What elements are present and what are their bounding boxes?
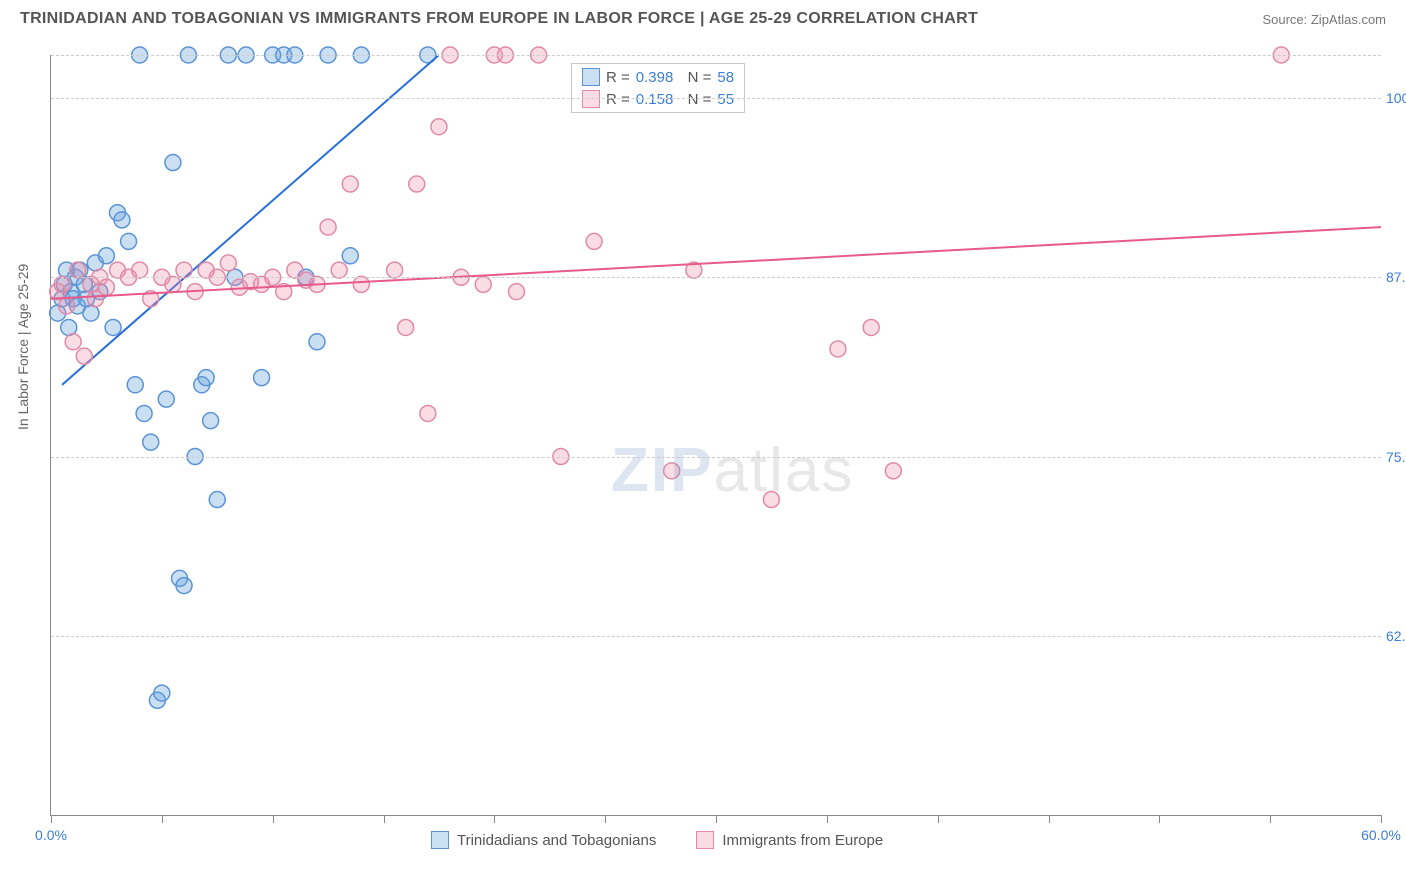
data-point [198,370,214,386]
data-point [132,262,148,278]
gridline [51,457,1381,458]
data-point [70,262,86,278]
swatch-bottom-2 [696,831,714,849]
x-tick [494,815,495,823]
y-tick-label: 100.0% [1386,90,1406,106]
gridline [51,55,1381,56]
swatch-bottom-1 [431,831,449,849]
x-tick [1159,815,1160,823]
x-tick [938,815,939,823]
data-point [331,262,347,278]
data-point [387,262,403,278]
data-point [61,319,77,335]
y-tick-label: 62.5% [1386,628,1406,644]
data-point [586,233,602,249]
trend-line [51,227,1381,299]
data-point [320,219,336,235]
y-tick-label: 75.0% [1386,449,1406,465]
data-point [136,405,152,421]
scatter-svg [51,55,1381,815]
data-point [342,176,358,192]
data-point [309,334,325,350]
data-point [420,405,436,421]
swatch-series-1 [582,68,600,86]
data-point [509,284,525,300]
data-point [59,298,75,314]
data-point [353,276,369,292]
data-point [98,279,114,295]
x-tick [51,815,52,823]
gridline [51,277,1381,278]
legend-label-2: Immigrants from Europe [722,832,883,849]
gridline [51,636,1381,637]
data-point [165,276,181,292]
legend-bottom: Trinidadians and Tobagonians Immigrants … [431,831,883,849]
data-point [176,578,192,594]
n-label: N = [679,69,711,86]
legend-item-2: Immigrants from Europe [696,831,883,849]
data-point [409,176,425,192]
x-tick [1270,815,1271,823]
data-point [176,262,192,278]
x-tick [605,815,606,823]
chart-plot-area: R = 0.398 N = 58 R = 0.158 N = 55 ZIPatl… [50,55,1381,816]
data-point [254,370,270,386]
x-tick [273,815,274,823]
legend-item-1: Trinidadians and Tobagonians [431,831,656,849]
correlation-legend: R = 0.398 N = 58 R = 0.158 N = 55 [571,63,745,113]
data-point [127,377,143,393]
x-tick [384,815,385,823]
data-point [863,319,879,335]
y-axis-title: In Labor Force | Age 25-29 [15,264,31,430]
data-point [158,391,174,407]
data-point [114,212,130,228]
correlation-row-1: R = 0.398 N = 58 [582,66,734,88]
data-point [65,334,81,350]
data-point [98,248,114,264]
chart-header: TRINIDADIAN AND TOBAGONIAN VS IMMIGRANTS… [0,0,1406,33]
data-point [143,434,159,450]
n-value-1: 58 [717,69,734,86]
x-tick [1381,815,1382,823]
x-tick [1049,815,1050,823]
data-point [203,413,219,429]
data-point [885,463,901,479]
data-point [121,233,137,249]
data-point [830,341,846,357]
legend-label-1: Trinidadians and Tobagonians [457,832,656,849]
data-point [475,276,491,292]
data-point [431,119,447,135]
x-tick [716,815,717,823]
data-point [83,305,99,321]
x-tick [162,815,163,823]
chart-title: TRINIDADIAN AND TOBAGONIAN VS IMMIGRANTS… [20,10,978,28]
data-point [154,685,170,701]
r-value-1: 0.398 [636,69,674,86]
y-tick-label: 87.5% [1386,269,1406,285]
data-point [398,319,414,335]
data-point [165,155,181,171]
data-point [763,492,779,508]
chart-source: Source: ZipAtlas.com [1262,12,1386,27]
data-point [342,248,358,264]
x-tick-label: 60.0% [1361,827,1401,843]
data-point [76,348,92,364]
data-point [54,276,70,292]
gridline [51,98,1381,99]
data-point [105,319,121,335]
x-tick [827,815,828,823]
x-tick-label: 0.0% [35,827,67,843]
data-point [220,255,236,271]
r-label: R = [606,69,630,86]
data-point [209,492,225,508]
data-point [664,463,680,479]
